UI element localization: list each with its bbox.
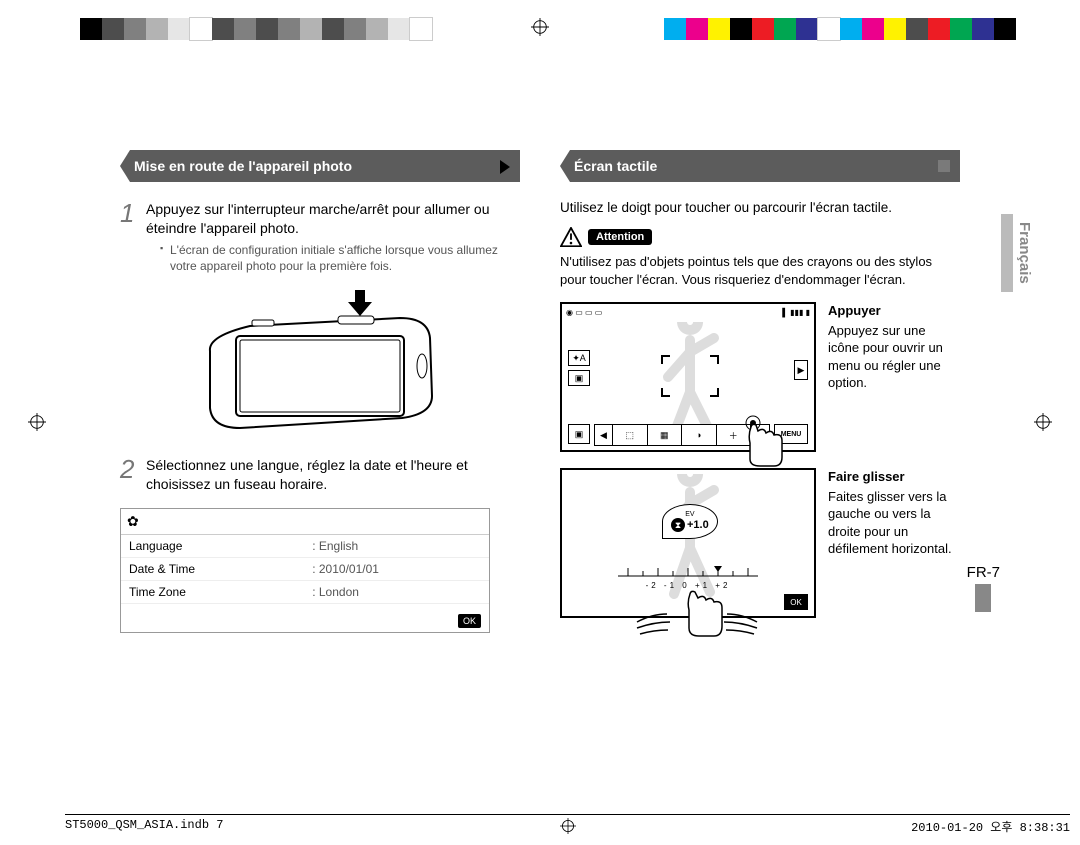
stop-icon	[938, 160, 950, 172]
touch-body: Faites glisser vers la gauche ou vers la…	[828, 489, 952, 557]
attention-chip: Attention	[588, 229, 652, 245]
touchscreen-drag-illustration: EV ⧗ +1.0 -2 -1 0 +1 +2 OK	[560, 468, 816, 618]
setting-key: Date & Time	[121, 557, 304, 580]
step-body: Appuyez sur l'interrupteur marche/arrêt …	[146, 200, 520, 274]
tap-hand-icon	[736, 413, 786, 468]
right-column: Écran tactile Utilisez le doigt pour tou…	[560, 150, 960, 634]
intro-text: Utilisez le doigt pour toucher ou parcou…	[560, 200, 960, 215]
table-row: Date & Time: 2010/01/01	[121, 557, 489, 580]
color-bar-left	[80, 18, 432, 40]
left-column: Mise en route de l'appareil photo 1 Appu…	[120, 150, 520, 633]
attention-row: Attention	[560, 227, 960, 247]
ev-ruler-icon	[618, 566, 758, 580]
step-text: Sélectionnez une langue, réglez la date …	[146, 456, 520, 494]
exposure-icon: ⧗	[671, 518, 685, 532]
screen-bottom-icon: ◑	[682, 425, 717, 445]
step-subtext: L'écran de configuration initiale s'affi…	[160, 242, 520, 274]
prev-icon: ◀	[595, 425, 613, 445]
settings-table: Language: English Date & Time: 2010/01/0…	[121, 535, 489, 604]
setting-key: Time Zone	[121, 580, 304, 603]
footer-filename: ST5000_QSM_ASIA.indb 7	[65, 818, 223, 835]
step-number: 2	[120, 456, 146, 494]
play-icon	[500, 160, 510, 174]
touch-title: Faire glisser	[828, 468, 960, 486]
warning-icon	[560, 227, 582, 247]
attention-body: N'utilisez pas d'objets pointus tels que…	[560, 253, 960, 288]
page-number: FR-7	[967, 564, 1000, 612]
setting-value: : London	[304, 580, 489, 603]
settings-panel: ✿ Language: English Date & Time: 2010/01…	[120, 508, 490, 633]
section-header-touch: Écran tactile	[560, 150, 960, 182]
step-1: 1 Appuyez sur l'interrupteur marche/arrê…	[120, 200, 520, 274]
section-title: Mise en route de l'appareil photo	[134, 158, 352, 174]
touch-description: Faire glisser Faites glisser vers la gau…	[828, 468, 960, 618]
touch-description: Appuyer Appuyez sur une icône pour ouvri…	[828, 302, 960, 452]
page-number-text: FR-7	[967, 564, 1000, 581]
registration-mark-top	[531, 18, 549, 36]
touch-body: Appuyez sur une icône pour ouvrir un men…	[828, 323, 943, 391]
setting-value: : 2010/01/01	[304, 557, 489, 580]
section-header-setup: Mise en route de l'appareil photo	[120, 150, 520, 182]
language-tab: Français	[1001, 214, 1036, 292]
step-text: Appuyez sur l'interrupteur marche/arrêt …	[146, 201, 490, 236]
ok-button: OK	[784, 594, 808, 610]
touchscreen-tap-illustration: ◉ ▭ ▭ ▭▌ ▮▮▮ ▮ ✦A ▣ ▶ ▣ ◀ ⬚	[560, 302, 816, 452]
touch-title: Appuyer	[828, 302, 960, 320]
screen-bottom-icon: ▣	[568, 424, 590, 444]
ev-value: +1.0	[687, 519, 709, 531]
gear-icon: ✿	[121, 509, 489, 535]
screen-bottom-icon: ⬚	[613, 425, 648, 445]
camera-illustration	[190, 288, 450, 438]
ev-label: EV	[671, 511, 709, 518]
screen-icon: ▶	[794, 360, 808, 380]
setting-key: Language	[121, 535, 304, 558]
page-content: Mise en route de l'appareil photo 1 Appu…	[120, 150, 960, 830]
swipe-hand-icon	[632, 584, 762, 644]
screen-bottom-icon: ▦	[648, 425, 683, 445]
screen-icon: ▣	[568, 370, 590, 386]
screen-icon: ✦A	[568, 350, 590, 366]
touch-block-tap: ◉ ▭ ▭ ▭▌ ▮▮▮ ▮ ✦A ▣ ▶ ▣ ◀ ⬚	[560, 302, 960, 452]
step-2: 2 Sélectionnez une langue, réglez la dat…	[120, 456, 520, 494]
touch-block-drag: EV ⧗ +1.0 -2 -1 0 +1 +2 OK	[560, 468, 960, 618]
setting-value: : English	[304, 535, 489, 558]
table-row: Language: English	[121, 535, 489, 558]
focus-brackets-icon	[660, 354, 720, 398]
registration-mark-right	[1034, 413, 1052, 431]
print-footer: ST5000_QSM_ASIA.indb 7 2010-01-20 오후 8:3…	[65, 814, 1070, 835]
footer-timestamp: 2010-01-20 오후 8:38:31	[911, 818, 1070, 835]
ev-bubble: EV ⧗ +1.0	[662, 504, 718, 539]
screen-topbar: ◉ ▭ ▭ ▭▌ ▮▮▮ ▮	[566, 308, 810, 322]
step-number: 1	[120, 200, 146, 274]
section-title: Écran tactile	[574, 158, 657, 174]
registration-mark-bottom	[560, 818, 576, 838]
ok-button[interactable]: OK	[458, 614, 481, 628]
page-number-bar	[975, 584, 991, 612]
table-row: Time Zone: London	[121, 580, 489, 603]
registration-mark-left	[28, 413, 46, 431]
color-bar-right	[664, 18, 1016, 40]
